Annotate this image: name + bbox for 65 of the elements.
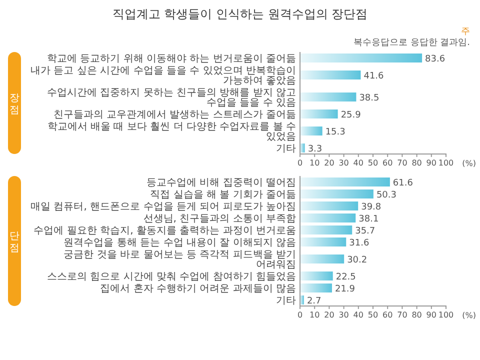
y-tick-label: 선생님, 친구들과의 소통이 부족함 <box>143 214 296 224</box>
y-tick-label: 등교수업에 비해 집중력이 떨어짐 <box>146 178 296 188</box>
x-tick-label: 0 <box>297 158 303 168</box>
x-axis-title: (%) <box>462 159 476 168</box>
x-tick-label: 60 <box>382 310 393 320</box>
text: 복수응답으로 응답한 결과임. <box>353 38 470 48</box>
data-label: 2.7 <box>306 296 322 306</box>
text: 주 <box>461 27 470 37</box>
x-tick-label: 60 <box>382 158 393 168</box>
x-tick-label: 10 <box>310 310 320 320</box>
y-tick-label: 학교에서 배울 때 보다 훨씬 더 다양한 수업자료를 볼 수 있었음 <box>47 122 296 142</box>
data-label: 41.6 <box>364 72 384 82</box>
data-label: 3.3 <box>308 144 322 154</box>
y-tick-label: 학교에 등교하기 위해 이동해야 하는 번거로움이 줄어듦 <box>46 54 296 64</box>
bar <box>300 126 322 136</box>
data-label: 83.6 <box>425 54 446 64</box>
data-label: 15.3 <box>325 128 346 138</box>
data-label: 50.3 <box>376 190 396 200</box>
data-label: 31.6 <box>349 238 370 248</box>
data-label: 38.5 <box>359 94 380 104</box>
data-label: 61.6 <box>392 178 414 188</box>
x-tick-label: 50 <box>368 158 378 168</box>
data-label: 39.8 <box>361 202 382 212</box>
bar <box>300 54 422 62</box>
y-tick-label: 원격수업을 통해 듣는 수업 내용이 잘 이해되지 않음 <box>64 238 296 248</box>
x-tick-label: 70 <box>397 158 408 168</box>
chart-title: 직업계고 학생들이 인식하는 원격수업의 장단점 <box>112 7 368 21</box>
x-tick-label: 70 <box>397 310 408 320</box>
x-tick-label: 0 <box>297 310 303 320</box>
y-tick-label: 수업에 필요한 학습지, 활동지를 출력하는 과정이 번거로움 <box>34 226 296 236</box>
data-label: 25.9 <box>340 110 362 120</box>
y-tick-label: 수업시간에 집중하지 못하는 친구들의 방해를 받지 않고 수업을 들을 수 있음 <box>46 88 296 108</box>
data-label: 22.5 <box>336 272 356 282</box>
y-axis-title: 장점 <box>10 93 20 116</box>
data-label: 35.7 <box>355 226 376 236</box>
x-tick-label: 20 <box>324 310 334 320</box>
bar <box>300 144 305 152</box>
y-tick-label: 스스로의 힘으로 시간에 맞춰 수업에 참여하기 힘들었음 <box>46 272 296 282</box>
data-label: 38.1 <box>358 214 379 224</box>
x-tick-label: 30 <box>338 310 349 320</box>
data-label: 30.2 <box>347 256 368 266</box>
x-tick-label: 30 <box>338 158 349 168</box>
x-tick-label: 100 <box>438 310 454 320</box>
bar <box>300 70 361 80</box>
y-tick-label: 기타 <box>276 144 296 154</box>
x-tick-label: 20 <box>324 158 334 168</box>
y-tick-label: 직접 실습을 해 볼 기회가 줄어듦 <box>150 190 296 200</box>
data-label: 21.9 <box>334 284 356 294</box>
y-tick-label: 매일 컴퓨터, 핸드폰으로 수업을 듣게 되어 피로도가 높아짐 <box>30 202 296 212</box>
x-tick-label: 50 <box>368 310 378 320</box>
x-tick-label: 80 <box>412 310 422 320</box>
x-tick-label: 40 <box>353 310 364 320</box>
y-tick-label: 집에서 혼자 수행하기 어려운 과제들이 많음 <box>100 284 296 294</box>
y-tick-label: 기타 <box>276 296 296 306</box>
x-tick-label: 100 <box>438 158 454 168</box>
y-tick-label: 내가 듣고 싶은 시간에 수업을 들을 수 있었으며 반복학습이 가능하여 좋았음 <box>30 66 296 86</box>
x-tick-label: 10 <box>310 158 320 168</box>
y-axis-title: 단점 <box>10 231 20 254</box>
x-axis-title: (%) <box>462 311 476 320</box>
x-tick-label: 40 <box>353 158 364 168</box>
y-tick-label: 궁금한 것을 바로 물어보는 등 즉각적 피드백을 받기 어려워짐 <box>64 250 296 270</box>
y-tick-label: 친구들과의 교우관계에서 발생하는 스트레스가 줄어듦 <box>53 110 296 120</box>
x-tick-label: 80 <box>412 158 422 168</box>
x-tick-label: 90 <box>426 158 436 168</box>
x-tick-label: 90 <box>426 310 436 320</box>
